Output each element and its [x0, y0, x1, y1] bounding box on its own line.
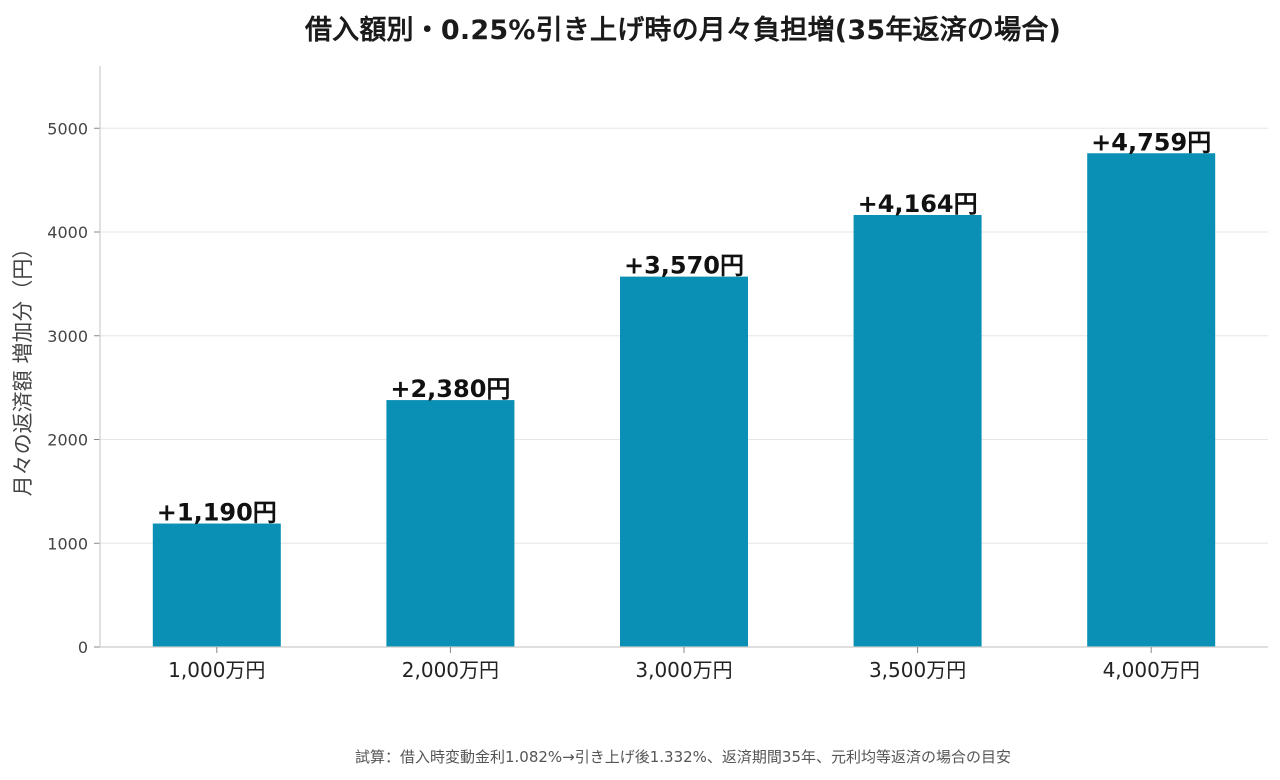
y-tick-label: 4000: [47, 223, 88, 242]
y-tick-label: 5000: [47, 119, 88, 138]
x-tick-label: 2,000万円: [402, 658, 499, 682]
bars: [152, 153, 1216, 648]
bar: [620, 276, 748, 647]
axes: [94, 66, 1268, 653]
x-tick-label: 1,000万円: [168, 658, 265, 682]
y-tick-label: 0: [78, 638, 88, 657]
bar: [1087, 153, 1216, 647]
y-tick-label: 3000: [47, 327, 88, 346]
data-label: +4,759円: [1091, 128, 1211, 156]
data-label: +4,164円: [858, 190, 978, 218]
chart-title: 借入額別・0.25%引き上げ時の月々負担増(35年返済の場合): [304, 15, 1062, 46]
labels: 0 1000 2000 3000 4000 5000 1,000万円 +1,190円 2,000…: [47, 119, 1211, 682]
y-tick-label: 2000: [47, 431, 88, 450]
y-tick-label: 1000: [47, 534, 88, 553]
bar: [853, 214, 982, 648]
x-tick-label: 3,000万円: [635, 658, 732, 682]
bar: [152, 523, 281, 647]
data-label: +2,380円: [390, 375, 510, 403]
bar: [386, 400, 515, 647]
x-tick-label: 4,000万円: [1103, 658, 1200, 682]
data-label: +3,570円: [624, 252, 744, 280]
footnote: 試算：借入時変動金利1.082%→引き上げ後1.332%、返済期間35年、元利均…: [354, 748, 1012, 766]
y-axis-label: 月々の返済額 増加分（円）: [11, 238, 35, 497]
data-label: +1,190円: [157, 499, 277, 527]
x-tick-label: 3,500万円: [869, 658, 966, 682]
